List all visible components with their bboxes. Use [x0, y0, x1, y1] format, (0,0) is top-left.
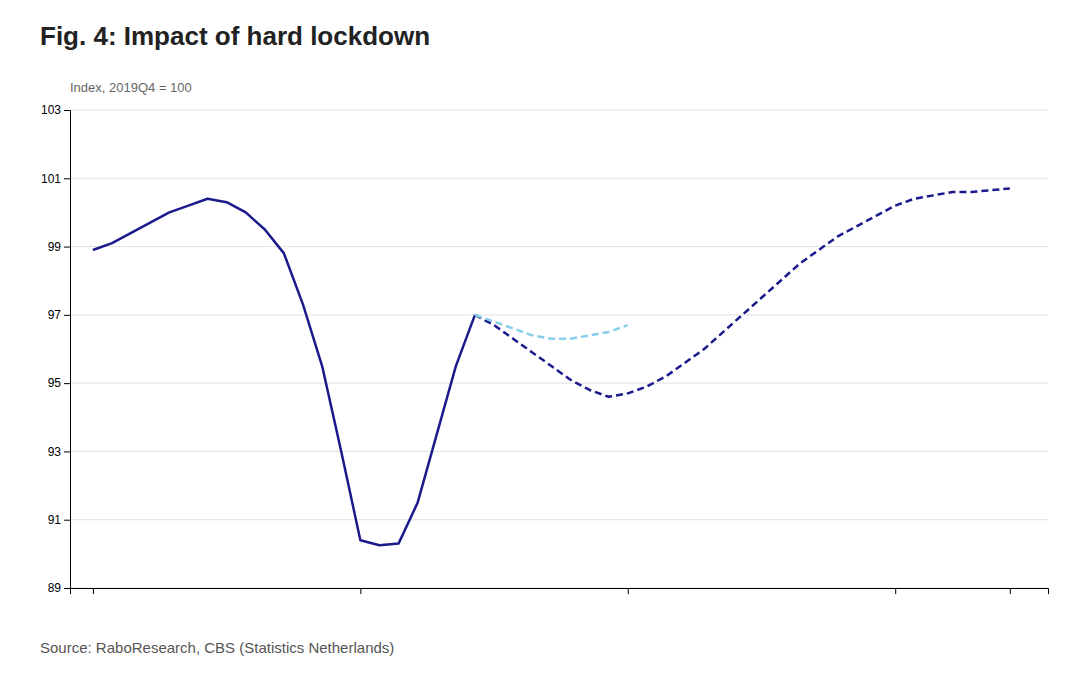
y-tick-label: 99 — [48, 240, 62, 254]
x-axis-line — [71, 589, 1049, 595]
y-tick: 97 — [48, 308, 70, 322]
x-tick — [895, 588, 896, 594]
y-tick-label: 103 — [41, 103, 61, 117]
y-axis: 89 91 93 95 97 99 101 103 — [41, 103, 71, 595]
grid-line — [70, 178, 1048, 179]
grid — [70, 110, 1048, 588]
series-line — [475, 189, 1010, 397]
y-tick-mark — [64, 178, 70, 179]
grid-line — [70, 314, 1048, 315]
x-tick — [93, 588, 94, 594]
y-tick: 91 — [48, 513, 70, 527]
subtitle: Index, 2019Q4 = 100 — [70, 80, 192, 95]
x-tick-mark — [360, 588, 361, 594]
y-tick-mark — [64, 110, 70, 111]
x-tick-mark — [93, 588, 94, 594]
y-tick-label: 93 — [48, 445, 62, 459]
y-tick: 101 — [41, 172, 70, 186]
grid-line — [70, 246, 1048, 247]
x-tick — [360, 588, 361, 594]
y-tick: 95 — [48, 376, 70, 390]
y-tick-mark — [64, 315, 70, 316]
series-line — [475, 315, 628, 339]
y-tick-mark — [64, 520, 70, 521]
series-line — [93, 199, 475, 546]
x-tick-mark — [1010, 588, 1011, 594]
x-tick-mark — [895, 588, 896, 594]
grid-line — [70, 451, 1048, 452]
y-tick-label: 95 — [48, 376, 62, 390]
y-tick-label: 91 — [48, 513, 62, 527]
chart: Fig. 4: Impact of hard lockdown Index, 20… — [0, 0, 1088, 683]
y-tick: 89 — [48, 581, 70, 595]
title: Fig. 4: Impact of hard lockdown — [40, 21, 430, 51]
x-tick-mark — [628, 588, 629, 594]
y-tick-mark — [64, 383, 70, 384]
y-tick: 99 — [48, 240, 70, 254]
plot-area: 89 91 93 95 97 99 101 103 — [41, 103, 1049, 595]
y-axis-line — [64, 111, 71, 589]
x-tick — [1010, 588, 1011, 594]
y-tick-label: 97 — [48, 308, 62, 322]
annotation: Source: RaboResearch, CBS (Statistics Ne… — [40, 639, 394, 656]
grid-line — [70, 519, 1048, 520]
x-axis — [71, 588, 1049, 594]
y-tick-mark — [64, 247, 70, 248]
y-tick-label: 89 — [48, 581, 62, 595]
y-tick-mark — [64, 451, 70, 452]
x-tick — [628, 588, 629, 594]
y-tick-label: 101 — [41, 172, 61, 186]
y-tick: 103 — [41, 103, 70, 117]
grid-line — [70, 383, 1048, 384]
lines — [93, 189, 1010, 546]
grid-line — [70, 110, 1048, 111]
y-tick: 93 — [48, 445, 70, 459]
y-tick-mark — [64, 588, 70, 589]
